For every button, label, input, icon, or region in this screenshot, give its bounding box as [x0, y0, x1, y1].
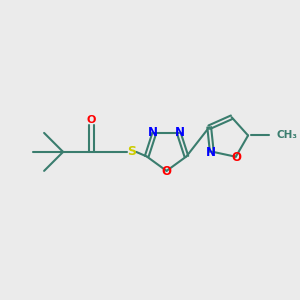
Text: N: N [175, 126, 185, 139]
Text: O: O [162, 165, 172, 178]
Text: CH₃: CH₃ [277, 130, 298, 140]
Text: O: O [87, 115, 96, 124]
Text: N: N [148, 126, 158, 139]
Text: S: S [127, 146, 136, 158]
Text: O: O [232, 151, 242, 164]
Text: N: N [206, 146, 216, 159]
